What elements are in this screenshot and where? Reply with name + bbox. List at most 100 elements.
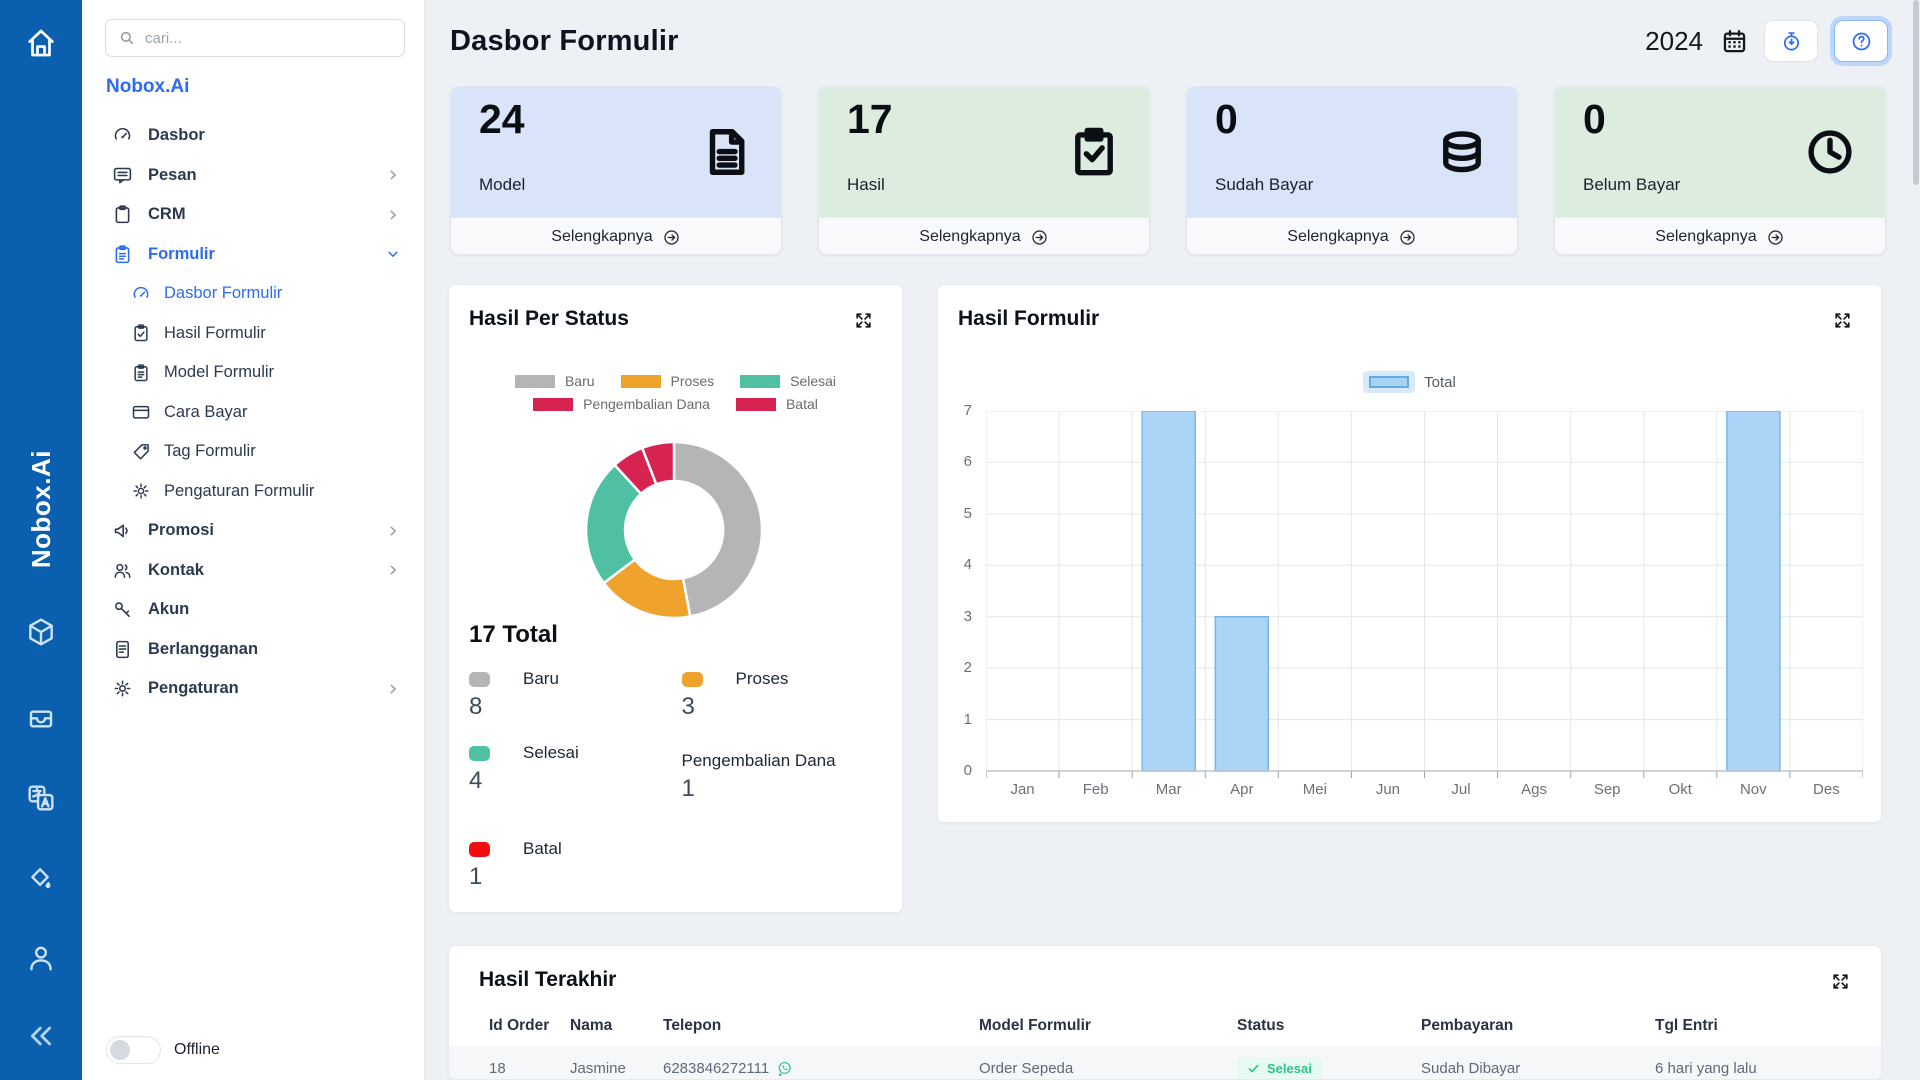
search-input[interactable]: [145, 29, 392, 47]
offline-label: Offline: [174, 1041, 220, 1058]
sidebar-item-akun[interactable]: Akun: [82, 590, 424, 630]
sidebar-item-pengaturan[interactable]: Pengaturan: [82, 669, 424, 709]
selengkapnya-link[interactable]: Selengkapnya: [1187, 217, 1517, 254]
cell-pembayaran: Sudah Dibayar: [1421, 1059, 1521, 1077]
sidebar-item-label: Promosi: [148, 521, 215, 540]
x-tick-label: Jun: [1375, 781, 1401, 798]
legend-item-pengembalian-dana[interactable]: Pengembalian Dana: [533, 396, 710, 412]
breakdown-baru: Baru 8: [469, 669, 674, 721]
offline-toggle[interactable]: [106, 1036, 161, 1064]
y-tick-label: 6: [963, 453, 972, 471]
legend-item-selesai[interactable]: Selesai: [740, 373, 836, 389]
sidebar-item-label: Dasbor Formulir: [164, 284, 283, 303]
legend-item-proses[interactable]: Proses: [620, 373, 714, 389]
legend-label: Total: [1424, 373, 1456, 391]
legend-swatch: [514, 374, 555, 388]
clipboard-check-icon: [1067, 125, 1121, 179]
legend-dot: [681, 671, 703, 687]
sidebar-item-dasbor-formulir[interactable]: Dasbor Formulir: [82, 274, 424, 314]
donut-segment-batal[interactable]: [640, 440, 676, 486]
sidebar-item-pesan[interactable]: Pesan: [82, 156, 424, 196]
donut-total: 17 Total: [469, 621, 558, 648]
sidebar-item-berlangganan[interactable]: Berlangganan: [82, 630, 424, 670]
cell-status: Selesai: [1237, 1056, 1421, 1079]
year-label: 2024: [1645, 25, 1703, 56]
page-scrollbar[interactable]: [1912, 0, 1920, 1080]
brand-name: Nobox.Ai: [106, 76, 190, 97]
gauge-icon: [131, 284, 151, 304]
timer-button[interactable]: [1764, 20, 1818, 62]
header-controls: 2024: [1645, 20, 1888, 62]
calendar-icon[interactable]: [1721, 28, 1748, 55]
whatsapp-icon[interactable]: [776, 1060, 793, 1077]
bar-mar[interactable]: [1141, 411, 1196, 772]
selengkapnya-link[interactable]: Selengkapnya: [451, 217, 781, 254]
expand-icon[interactable]: [1830, 971, 1851, 992]
stat-label: Hasil: [847, 175, 885, 194]
bar-legend-item-total[interactable]: Total: [1363, 371, 1456, 393]
bar-nov[interactable]: [1726, 411, 1781, 772]
selengkapnya-link[interactable]: Selengkapnya: [819, 217, 1149, 254]
sidebar-item-label: Pesan: [148, 165, 197, 184]
sidebar-item-kontak[interactable]: Kontak: [82, 551, 424, 591]
sidebar-item-promosi[interactable]: Promosi: [82, 511, 424, 551]
expand-icon[interactable]: [853, 310, 874, 331]
collapse-sidebar-button[interactable]: [0, 1020, 82, 1052]
link-label: Selengkapnya: [1287, 228, 1389, 245]
scrollbar-thumb[interactable]: [1913, 0, 1919, 185]
home-icon[interactable]: [0, 26, 82, 60]
bar-chart: [986, 411, 1863, 779]
clipboard-list-icon: [112, 244, 133, 265]
icon-rail: Nobox.Ai: [0, 0, 82, 1080]
selengkapnya-link[interactable]: Selengkapnya: [1555, 217, 1885, 254]
y-tick-label: 0: [963, 762, 972, 779]
legend-swatch: [620, 374, 661, 388]
y-tick-label: 1: [963, 710, 972, 728]
person-icon[interactable]: [0, 942, 82, 974]
sidebar: Nobox.Ai Dasbor Pesan CRM Formulir Dasbor Fo…: [82, 0, 425, 1080]
help-button[interactable]: [1834, 20, 1888, 62]
legend-item-batal[interactable]: Batal: [735, 396, 818, 412]
stat-card-belum-bayar: 0 Belum Bayar Selengkapnya: [1554, 86, 1886, 255]
breakdown-value: 4: [469, 767, 483, 794]
stat-label: Belum Bayar: [1583, 175, 1681, 194]
translate-icon[interactable]: [0, 782, 82, 814]
stat-card-hasil: 17 Hasil Selengkapnya: [818, 86, 1150, 255]
sidebar-item-crm[interactable]: CRM: [82, 195, 424, 235]
sidebar-item-label: Dasbor: [148, 126, 205, 145]
coins-icon: [1435, 125, 1489, 179]
legend-swatch: [735, 397, 776, 411]
breakdown-batal: Batal 1: [469, 839, 674, 891]
sidebar-item-model-formulir[interactable]: Model Formulir: [82, 353, 424, 393]
expand-icon[interactable]: [1832, 310, 1853, 331]
inbox-icon[interactable]: [0, 703, 82, 735]
sidebar-item-hasil-formulir[interactable]: Hasil Formulir: [82, 314, 424, 354]
x-tick-label: Apr: [1230, 781, 1254, 798]
sidebar-item-label: Pengaturan Formulir: [164, 481, 315, 500]
cube-icon[interactable]: [0, 616, 82, 648]
stat-card-body: 24 Model: [451, 87, 781, 217]
clipboard-check-icon: [131, 323, 151, 343]
main-content: Dasbor Formulir 2024 24 Model Selengkapnya…: [425, 0, 1920, 1080]
y-tick-label: 5: [963, 504, 972, 522]
stat-card-model: 24 Model Selengkapnya: [450, 86, 782, 255]
cell-tgl-entri: 6 hari yang lalu: [1655, 1059, 1757, 1077]
breakdown-value: 1: [681, 775, 695, 802]
sidebar-item-label: CRM: [148, 205, 186, 224]
sidebar-item-pengaturan-formulir[interactable]: Pengaturan Formulir: [82, 472, 424, 512]
table-row[interactable]: 18 Jasmine 6283846272111 Order Sepeda Selesa…: [449, 1046, 1881, 1079]
sidebar-item-tag-formulir[interactable]: Tag Formulir: [82, 432, 424, 472]
x-tick-label: Mar: [1155, 781, 1182, 798]
sidebar-item-dasbor[interactable]: Dasbor: [82, 116, 424, 156]
paint-pour-icon[interactable]: [0, 864, 82, 896]
bar-apr[interactable]: [1214, 615, 1270, 772]
stat-value: 24: [479, 96, 525, 142]
sidebar-item-formulir[interactable]: Formulir: [82, 235, 424, 275]
breakdown-value: 3: [681, 693, 695, 720]
sidebar-menu: Dasbor Pesan CRM Formulir Dasbor Formulir Has…: [82, 116, 424, 709]
sidebar-item-label: Pengaturan: [148, 679, 239, 698]
donut-segment-baru[interactable]: [672, 440, 764, 618]
sidebar-item-label: Berlangganan: [148, 639, 259, 658]
sidebar-item-cara-bayar[interactable]: Cara Bayar: [82, 393, 424, 433]
legend-item-baru[interactable]: Baru: [514, 373, 595, 389]
